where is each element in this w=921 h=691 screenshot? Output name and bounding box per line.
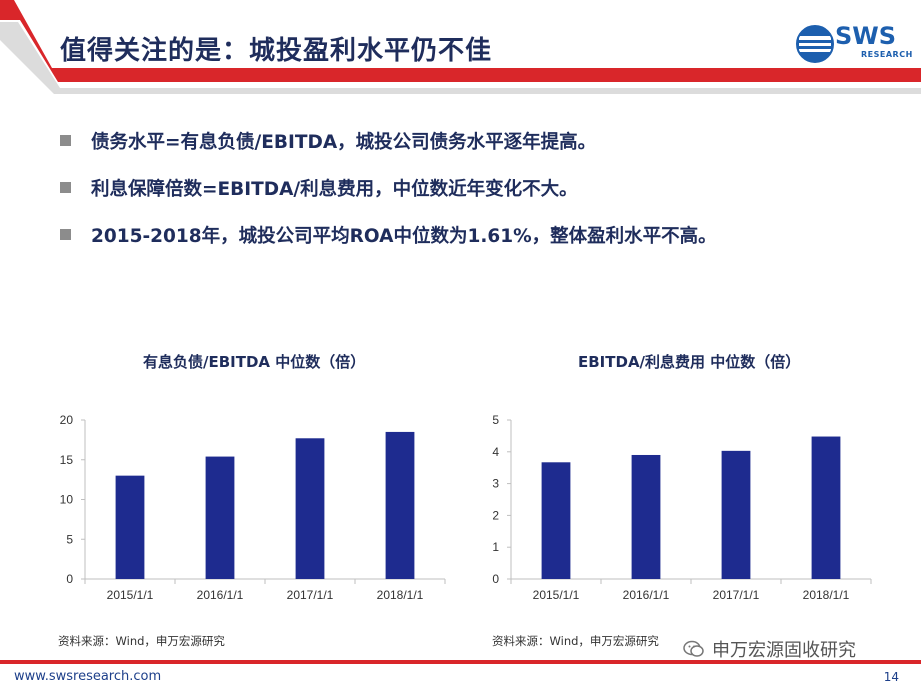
header-red-band [0,0,788,82]
sws-logo: SWS RESEARCH [795,22,913,64]
bar-2017/1/1 [721,450,751,579]
bar-2017/1/1 [295,438,325,579]
x-tick-label: 2017/1/1 [713,588,760,602]
bullet-square-icon [60,135,71,146]
bar-2015/1/1 [541,462,571,579]
y-tick-label: 20 [60,413,74,427]
slide-header: 值得关注的是：城投盈利水平仍不佳 SWS RESEARCH [0,0,921,100]
bullet-list: 债务水平=有息负债/EBITDA，城投公司债务水平逐年提高。 利息保障倍数=EB… [60,117,900,258]
chart-title-ebitda-interest: EBITDA/利息费用 中位数（倍） [578,353,801,371]
footer-url-link[interactable]: www.swsresearch.com [14,669,162,684]
sws-logo-mark-icon [796,25,834,63]
y-tick-label: 3 [492,477,499,491]
y-tick-label: 0 [492,572,499,586]
x-tick-label: 2018/1/1 [377,588,424,602]
wechat-watermark: 申万宏源固收研究 [676,634,862,664]
watermark-text: 申万宏源固收研究 [712,640,856,661]
x-tick-label: 2015/1/1 [107,588,154,602]
bar-chart-debt-ebitda: 0 5 10 15 20 2015/1/1 2016/1/1 2017/1/1 2018/1/1 [60,413,446,602]
bar-2016/1/1 [205,456,235,579]
header-red-band-right [780,68,921,82]
logo-text: SWS [835,22,897,50]
page-number: 14 [883,670,899,684]
x-tick-label: 2018/1/1 [803,588,850,602]
y-tick-label: 10 [60,493,74,507]
x-tick-label: 2016/1/1 [623,588,670,602]
y-tick-label: 5 [66,532,73,546]
wechat-icon [683,640,704,657]
bullet-item: 2015-2018年，城投公司平均ROA中位数为1.61%，整体盈利水平不高。 [60,211,900,258]
y-tick-label: 5 [492,413,499,427]
y-tick-label: 1 [492,540,499,554]
chart-title-debt-ebitda: 有息负债/EBITDA 中位数（倍） [143,353,366,371]
y-tick-label: 15 [60,453,74,467]
footer-divider [0,660,921,664]
bullet-square-icon [60,229,71,240]
bar-2016/1/1 [631,454,661,579]
bar-chart-ebitda-interest: 0 1 2 3 4 5 2015/1/1 2016/1/1 2017/1/1 2018/1/1 [492,413,872,602]
logo-subtext: RESEARCH [861,50,913,59]
page-title: 值得关注的是：城投盈利水平仍不佳 [60,36,493,66]
bar-2015/1/1 [115,475,145,579]
bullet-text: 2015-2018年，城投公司平均ROA中位数为1.61%，整体盈利水平不高。 [91,225,717,247]
bullet-square-icon [60,182,71,193]
source-note-right: 资料来源：Wind，申万宏源研究 [492,634,659,648]
x-tick-label: 2016/1/1 [197,588,244,602]
bullet-item: 债务水平=有息负债/EBITDA，城投公司债务水平逐年提高。 [60,117,900,164]
source-note-left: 资料来源：Wind，申万宏源研究 [58,634,225,648]
header-decoration [0,0,921,94]
y-tick-label: 2 [492,508,499,522]
bullet-text: 利息保障倍数=EBITDA/利息费用，中位数近年变化不大。 [91,178,578,200]
bar-2018/1/1 [811,436,841,579]
y-tick-label: 4 [492,445,499,459]
bar-2018/1/1 [385,431,415,579]
bullet-item: 利息保障倍数=EBITDA/利息费用，中位数近年变化不大。 [60,164,900,211]
bullet-text: 债务水平=有息负债/EBITDA，城投公司债务水平逐年提高。 [91,131,597,153]
x-tick-label: 2015/1/1 [533,588,580,602]
y-tick-label: 0 [66,572,73,586]
x-tick-label: 2017/1/1 [287,588,334,602]
